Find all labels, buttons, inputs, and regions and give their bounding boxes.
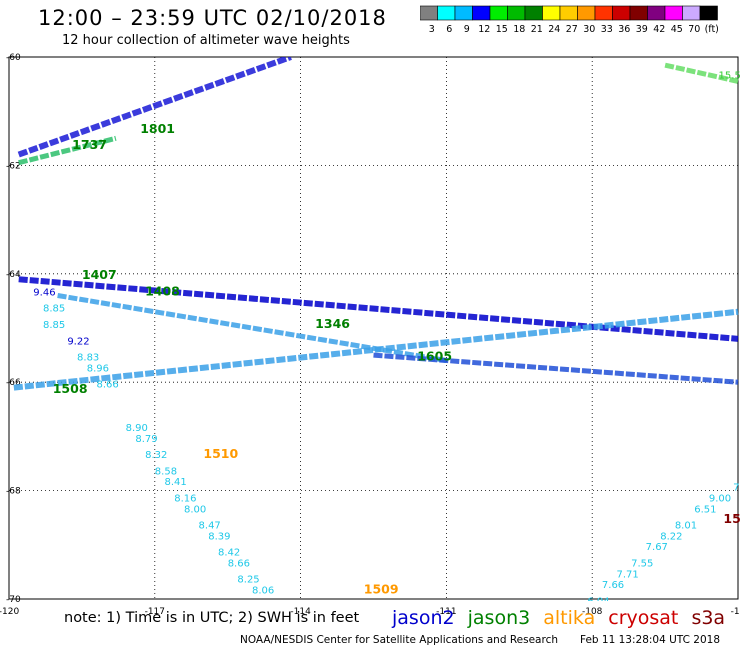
satellite-pass-track (373, 352, 739, 385)
pass-time-label: 15 (723, 511, 740, 526)
generated-timestamp: Feb 11 13:28:04 UTC 2018 (580, 634, 720, 646)
wave-height-label: 8.83 (77, 353, 99, 364)
satellite-pass-track (664, 62, 739, 84)
plot-frame (8, 56, 739, 600)
pass-time-label: 1508 (53, 381, 88, 396)
colorbar-tick-label: 12 (478, 24, 490, 35)
colorbar-tick-label: 36 (618, 24, 630, 35)
colorbar-tick-label: 39 (636, 24, 648, 35)
colorbar-tick-label: 24 (548, 24, 560, 35)
wave-height-label: 8.00 (184, 504, 206, 515)
wave-height-label: 8.90 (126, 423, 148, 434)
colorbar-swatch (699, 5, 718, 21)
x-tick-label: -10 (731, 607, 740, 617)
pass-time-label: 1408 (145, 283, 180, 298)
colorbar-tick-label: 21 (531, 24, 543, 35)
chart-title: 12:00 – 23:59 UTC 02/10/2018 (38, 6, 387, 30)
wave-height-label: 8.47 (199, 521, 221, 532)
satellite-pass-track (17, 57, 292, 158)
wave-height-label: 8.06 (252, 586, 274, 597)
x-tick-label: -120 (0, 607, 19, 617)
x-tick-label: -111 (436, 607, 456, 617)
y-tick-label: -70 (6, 595, 21, 605)
wave-height-label: 7.55 (631, 558, 653, 569)
plot-area: 16.0515.559.468.858.859.228.838.968.668.… (13, 45, 740, 607)
wave-height-label: 8.85 (43, 304, 65, 315)
colorbar-tick-label: (ft) (705, 24, 719, 35)
pass-time-label: 1801 (140, 121, 175, 136)
wave-height-label: 7.1 (733, 483, 740, 494)
y-tick-label: -64 (6, 270, 21, 280)
satellite-pass-track (18, 276, 739, 342)
x-tick-label: -117 (145, 607, 165, 617)
colorbar-tick-label: 3 (429, 24, 435, 35)
satellite-legend-cryosat: cryosat (608, 607, 679, 629)
x-tick-label: -108 (582, 607, 603, 617)
colorbar-tick-label: 18 (513, 24, 525, 35)
wave-height-label: 8.16 (174, 493, 196, 504)
credit-line: NOAA/NESDIS Center for Satellite Applica… (240, 634, 558, 646)
pass-time-label: 1407 (82, 267, 117, 282)
colorbar-tick-label: 6 (446, 24, 452, 35)
pass-time-label: 1212 (709, 45, 740, 60)
colorbar-tick-label: 33 (601, 24, 613, 35)
wave-height-label: 16.05 (665, 49, 694, 60)
y-tick-label: -62 (6, 161, 21, 171)
wave-height-label: 8.96 (87, 363, 109, 374)
colorbar-tick-label: 42 (653, 24, 665, 35)
wave-height-label: 7.71 (617, 569, 639, 580)
satellite-legend: jason2 jason3 altika cryosat s3a (392, 607, 732, 629)
wave-height-label: 9.00 (709, 493, 731, 504)
wave-height-label: 8.42 (218, 548, 240, 559)
wave-height-label: 8.66 (228, 558, 250, 569)
pass-time-label: 1737 (72, 137, 107, 152)
wave-height-label: 7.66 (602, 580, 624, 591)
wave-height-label: 8.85 (43, 320, 65, 331)
y-tick-label: -68 (6, 487, 21, 497)
chart-subtitle: 12 hour collection of altimeter wave hei… (62, 33, 350, 48)
satellite-pass-track (18, 135, 117, 166)
pass-time-label: 1605 (417, 349, 452, 364)
units-note: note: 1) Time is in UTC; 2) SWH is in fe… (64, 610, 360, 626)
x-tick-label: -114 (290, 607, 311, 617)
wave-height-label: 9.22 (67, 336, 89, 347)
swh-color-legend: 3 6 9 12 15 18 21 24 27 30 33 36 39 42 45 70 (ft) (420, 5, 719, 35)
wave-height-label: 8.32 (145, 450, 167, 461)
y-tick-label: -60 (6, 53, 21, 63)
wave-height-label: 8.58 (155, 466, 177, 477)
wave-height-label: 8.01 (675, 521, 697, 532)
satellite-legend-jason3: jason3 (467, 607, 531, 629)
wave-height-label: 9.46 (33, 287, 55, 298)
satellite-legend-s3a: s3a (691, 607, 726, 629)
satellite-legend-altika: altika (543, 607, 596, 629)
satellite-legend-jason2: jason2 (392, 607, 455, 629)
wave-height-label: 6.51 (694, 504, 716, 515)
colorbar-tick-label: 15 (496, 24, 508, 35)
wave-height-label: 8.25 (237, 575, 259, 586)
colorbar-tick-label: 45 (671, 24, 683, 35)
pass-time-label: 1346 (315, 316, 350, 331)
wave-height-label: 8.79 (135, 434, 157, 445)
satellite-pass-track (13, 308, 739, 391)
wave-height-label: 15.55 (719, 71, 740, 82)
wave-height-label: 8.41 (165, 477, 187, 488)
wave-height-label: 6.04 (587, 596, 609, 607)
colorbar-tick-label: 30 (583, 24, 595, 35)
colorbar-tick-label: 27 (566, 24, 578, 35)
pass-time-label: 1509 (364, 582, 399, 597)
pass-time-label: 1510 (203, 446, 238, 461)
colorbar-tick-label: 9 (464, 24, 470, 35)
wave-height-label: 7.67 (646, 542, 668, 553)
y-tick-label: -66 (6, 378, 21, 388)
colorbar-tick-label: 70 (688, 24, 700, 35)
wave-height-label: 8.22 (660, 531, 682, 542)
wave-height-label: 8.39 (208, 531, 230, 542)
wave-height-label: 8.66 (96, 380, 118, 391)
